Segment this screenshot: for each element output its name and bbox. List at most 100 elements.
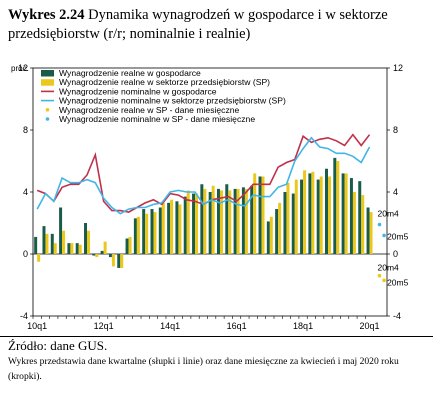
bar-real-sp xyxy=(319,176,323,254)
bar-real-sp xyxy=(261,176,265,254)
bar-real-sp xyxy=(161,202,165,254)
bar-real-sp xyxy=(78,244,82,254)
bar-real-economy xyxy=(92,254,96,256)
legend-label: Wynagrodzenie nominalne w SP - dane mies… xyxy=(59,114,255,124)
bar-real-sp xyxy=(253,173,257,254)
bar-real-sp xyxy=(336,161,340,254)
bar-real-economy xyxy=(316,179,320,254)
bar-real-economy xyxy=(358,181,362,254)
y-tick-label-left: 4 xyxy=(23,187,28,197)
bar-real-sp xyxy=(236,188,240,254)
y-tick-label-left: 8 xyxy=(23,125,28,135)
y-tick-label-right: 0 xyxy=(393,249,398,259)
bar-real-sp xyxy=(211,185,215,254)
bar-real-economy xyxy=(241,187,245,254)
monthly-annotation: 20m4 xyxy=(378,209,400,219)
bar-real-economy xyxy=(117,254,121,268)
chart-title-text: Dynamika wynagrodzeń w gospodarce i w se… xyxy=(8,7,388,42)
bar-real-sp xyxy=(62,230,66,254)
bar-real-economy xyxy=(233,188,237,254)
bar-real-economy xyxy=(300,179,304,254)
lines xyxy=(36,133,371,215)
bar-real-sp xyxy=(328,176,331,254)
chart-title-label: Wykres 2.24 xyxy=(8,7,85,23)
legend-swatch xyxy=(41,79,54,86)
bar-real-sp xyxy=(344,173,348,254)
y-tick-label-left: 12 xyxy=(18,63,28,73)
bar-real-sp xyxy=(70,243,74,254)
legend-label: Wynagrodzenie nominalne w gospodarce xyxy=(59,86,217,96)
bar-real-sp xyxy=(145,213,149,254)
legend: Wynagrodzenie realne w gospodarceWynagro… xyxy=(41,68,286,124)
bar-real-economy xyxy=(266,221,270,254)
bar-real-economy xyxy=(349,178,353,254)
bar-real-sp xyxy=(178,204,182,254)
bar-real-economy xyxy=(175,201,179,254)
y-tick-label-left: -4 xyxy=(20,311,28,321)
bar-real-economy xyxy=(308,173,312,254)
bar-real-sp xyxy=(45,233,49,254)
x-tick-label: 14q1 xyxy=(160,321,180,331)
legend-label: Wynagrodzenie nominalne w sektorze przed… xyxy=(59,96,286,106)
bar-real-economy xyxy=(108,254,112,258)
y-tick-label-right: -4 xyxy=(393,311,401,321)
bar-real-sp xyxy=(278,202,282,254)
y-tick-label-right: 4 xyxy=(393,187,398,197)
y-tick-label-left: 0 xyxy=(23,249,28,259)
bar-real-sp xyxy=(87,230,91,254)
unit-label: proc. xyxy=(11,64,29,73)
bar-real-economy xyxy=(167,202,171,254)
bar-real-sp xyxy=(219,190,223,254)
bar-real-economy xyxy=(100,250,104,254)
bar-real-sp xyxy=(136,216,140,254)
x-tick-label: 18q1 xyxy=(293,321,313,331)
bar-real-economy xyxy=(258,176,262,254)
bar-real-economy xyxy=(341,173,345,254)
legend-swatch xyxy=(45,108,50,112)
point-nominal-sp-monthly xyxy=(382,233,386,238)
bar-real-sp xyxy=(244,188,248,254)
legend-swatch xyxy=(41,70,54,77)
x-tick-label: 16q1 xyxy=(227,321,247,331)
bar-real-economy xyxy=(225,184,229,254)
bar-real-sp xyxy=(120,254,124,268)
bar-real-sp xyxy=(369,212,373,254)
bar-real-sp xyxy=(170,199,174,254)
line-nominal-sp xyxy=(36,136,371,215)
bar-real-economy xyxy=(366,207,370,254)
x-tick-label: 10q1 xyxy=(27,321,47,331)
legend-label: Wynagrodzenie realne w gospodarce xyxy=(59,68,201,78)
legend-label: Wynagrodzenie realne w SP - dane miesięc… xyxy=(59,105,240,115)
legend-label: Wynagrodzenie realne w sektorze przedsię… xyxy=(59,77,270,87)
point-nominal-sp-monthly xyxy=(377,222,382,227)
bar-real-sp xyxy=(128,236,132,254)
bar-real-sp xyxy=(203,188,207,254)
bar-real-economy xyxy=(283,192,287,254)
bar-real-sp xyxy=(195,193,199,254)
bar-real-economy xyxy=(67,243,71,254)
bar-real-economy xyxy=(75,243,79,254)
bar-real-sp xyxy=(153,212,157,254)
chart-title: Wykres 2.24 Dynamika wynagrodzeń w gospo… xyxy=(8,6,428,44)
x-tick-label: 20q1 xyxy=(360,321,380,331)
bar-real-sp xyxy=(37,254,41,262)
bar-real-economy xyxy=(150,209,154,254)
bar-real-economy xyxy=(250,185,254,254)
bar-real-economy xyxy=(192,193,196,254)
bar-real-economy xyxy=(216,188,220,254)
bar-real-economy xyxy=(59,207,63,254)
bar-real-economy xyxy=(325,168,328,254)
bar-real-sp xyxy=(269,216,273,254)
monthly-annotation: 20m5 xyxy=(387,231,409,241)
bar-real-economy xyxy=(275,209,279,254)
bar-real-economy xyxy=(208,192,212,254)
bar-real-sp xyxy=(228,190,232,254)
points: 20m4 20m5 20m4 20m5 xyxy=(378,209,409,288)
bar-real-economy xyxy=(133,218,137,254)
bar-real-sp xyxy=(311,171,315,254)
bar-real-sp xyxy=(303,170,307,254)
monthly-annotation: 20m5 xyxy=(387,277,409,287)
bar-real-sp xyxy=(361,195,365,254)
bar-real-economy xyxy=(34,236,38,254)
